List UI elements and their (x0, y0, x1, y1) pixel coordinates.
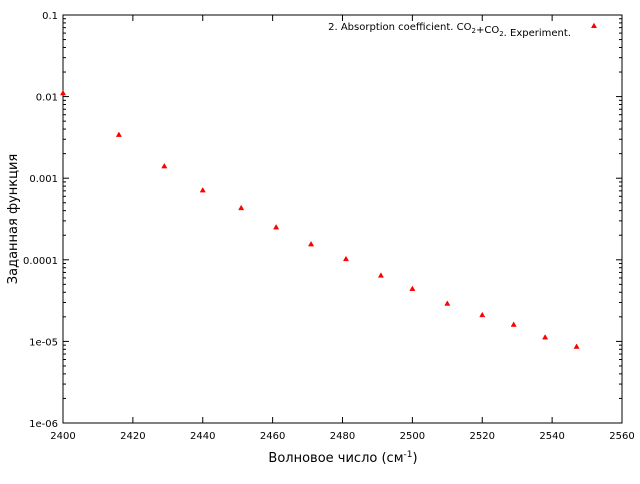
data-point (199, 187, 206, 193)
legend-entry-text: 2. Absorption coefficient. CO2+CO2. Expe… (328, 22, 571, 39)
data-point (377, 272, 384, 278)
y-tick-label: 0.01 (36, 93, 58, 104)
x-tick-label: 2560 (609, 431, 634, 442)
y-axis-label: Заданная функция (6, 154, 21, 284)
data-point (238, 204, 245, 211)
data-point (573, 343, 580, 349)
data-points (59, 89, 580, 349)
data-point (479, 311, 486, 318)
x-tick-label: 2460 (260, 431, 285, 442)
y-tick-label: 0.001 (29, 174, 58, 185)
legend: 2. Absorption coefficient. CO2+CO2. Expe… (328, 22, 598, 39)
x-tick-label: 2480 (330, 431, 355, 442)
data-point (342, 255, 350, 262)
data-point (273, 224, 280, 230)
data-point (161, 162, 168, 169)
y-tick-label: 1e-05 (29, 337, 58, 348)
x-tick-label: 2500 (400, 431, 425, 442)
y-axis: 0.1 0.01 0.001 0.0001 1e-05 1e-06 (23, 11, 622, 430)
x-tick-label: 2420 (120, 431, 145, 442)
data-point (59, 89, 67, 96)
data-point (542, 334, 549, 340)
y-tick-label: 1e-06 (29, 419, 58, 430)
data-point (510, 321, 517, 327)
y-tick-label: 0.1 (42, 11, 58, 22)
data-point (409, 285, 416, 291)
x-tick-label: 2520 (470, 431, 495, 442)
x-axis: 2400 2420 2440 2460 2480 2500 2520 2540 2560 (50, 15, 635, 442)
data-point (308, 240, 315, 247)
data-point (115, 131, 122, 137)
x-axis-label: Волновое число (см-1) (268, 450, 417, 466)
data-point (444, 300, 451, 306)
x-tick-label: 2440 (190, 431, 215, 442)
y-tick-label: 0.0001 (23, 256, 58, 267)
legend-marker (590, 22, 598, 29)
x-tick-label: 2540 (539, 431, 564, 442)
x-tick-label: 2400 (50, 431, 75, 442)
